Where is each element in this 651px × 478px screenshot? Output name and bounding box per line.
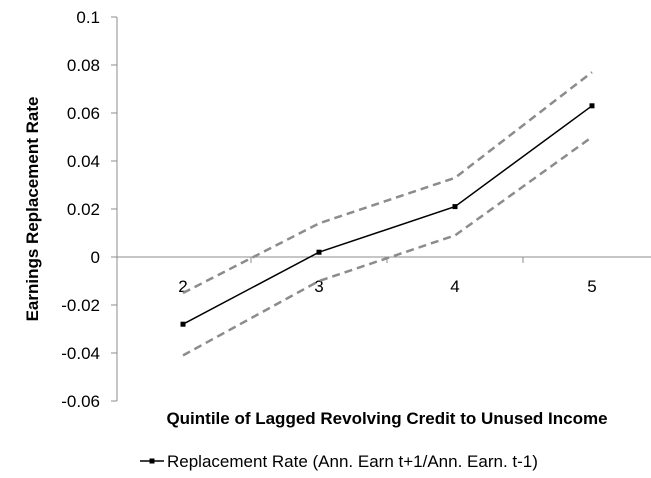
y-tick-label: 0.08 [67,56,100,75]
y-tick-label: -0.02 [61,296,100,315]
y-tick-label: -0.04 [61,344,100,363]
data-point-marker [452,204,458,210]
data-point-marker [589,103,595,109]
x-tick-label: 5 [587,277,596,296]
y-tick-label: -0.06 [61,392,100,411]
x-tick-label: 3 [314,277,323,296]
series-line-confidence-band [182,71,593,295]
x-tick-label: 2 [178,277,187,296]
y-axis-ticks: 0.1 0.08 0.06 0.04 0.02 0 -0.02 -0.04 -0.06 [61,8,117,411]
data-point-marker [180,321,186,327]
legend: Replacement Rate (Ann. Earn t+1/Ann. Ear… [140,452,538,471]
series-layer [180,71,595,357]
y-tick-label: 0.02 [67,200,100,219]
y-tick-label: 0.06 [67,104,100,123]
series-line-confidence-band [182,135,593,357]
y-axis-title: Earnings Replacement Rate [23,97,42,322]
data-point-marker [316,249,322,255]
x-tick-label: 4 [450,277,459,296]
series-line-replacement-rate [182,105,593,325]
y-tick-label: 0 [91,248,100,267]
y-tick-label: 0.04 [67,152,100,171]
legend-square-marker [149,458,155,464]
y-tick-label: 0.1 [76,8,100,27]
x-axis-ticks: 2 3 4 5 [116,257,597,296]
legend-label: Replacement Rate (Ann. Earn t+1/Ann. Ear… [167,452,538,471]
x-axis-title: Quintile of Lagged Revolving Credit to U… [166,409,607,428]
